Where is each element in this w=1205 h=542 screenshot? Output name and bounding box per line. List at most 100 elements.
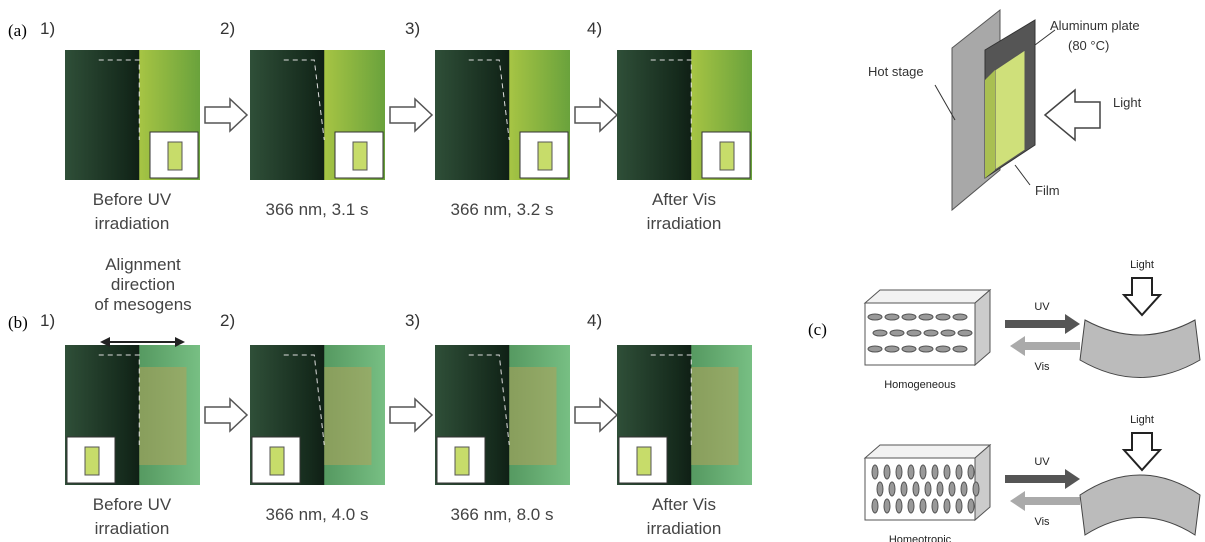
arrow <box>390 399 432 431</box>
light-arrow <box>1124 278 1160 315</box>
step-number: 3) <box>405 19 420 38</box>
caption: After Vis <box>652 190 716 209</box>
uv-arrow <box>1005 314 1080 334</box>
mesogen <box>941 330 955 336</box>
bent-film <box>1080 320 1200 378</box>
step-number: 2) <box>220 311 235 330</box>
step-number: 3) <box>405 311 420 330</box>
mesogen <box>961 482 967 496</box>
inset-film <box>720 142 734 170</box>
inset-film <box>455 447 469 475</box>
setup-label: Aluminum plate <box>1050 18 1140 33</box>
film-square <box>509 367 556 465</box>
caption: irradiation <box>95 519 170 538</box>
step-number: 1) <box>40 311 55 330</box>
caption: Before UV <box>93 190 172 209</box>
mesogen <box>872 499 878 513</box>
mesogen <box>877 482 883 496</box>
mesogen <box>944 465 950 479</box>
setup-label: Light <box>1113 95 1142 110</box>
inset-film <box>637 447 651 475</box>
setup-label: Hot stage <box>868 64 924 79</box>
mesogen <box>958 330 972 336</box>
mesogen <box>953 314 967 320</box>
mesogen <box>913 482 919 496</box>
inset-film <box>353 142 367 170</box>
vis-arrow <box>1010 336 1080 356</box>
mesogen <box>919 346 933 352</box>
figure: (a) 1) Before UV irradiation 2) 366 nm, 3.1 s… <box>0 0 1205 542</box>
caption: 366 nm, 3.2 s <box>450 200 553 219</box>
caption: 366 nm, 8.0 s <box>450 505 553 524</box>
mesogen <box>949 482 955 496</box>
film-square <box>691 367 738 465</box>
vis-arrow <box>1010 491 1080 511</box>
caption: 366 nm, 3.1 s <box>265 200 368 219</box>
mesogen <box>956 465 962 479</box>
panel-label: (b) <box>8 313 28 332</box>
mesogen <box>968 499 974 513</box>
step-number: 1) <box>40 19 55 38</box>
uv-label: UV <box>1034 456 1050 468</box>
block <box>975 290 990 365</box>
panel-label: (a) <box>8 21 27 40</box>
mesogen <box>920 465 926 479</box>
caption: After Vis <box>652 495 716 514</box>
mesogen <box>937 482 943 496</box>
mesogen <box>868 346 882 352</box>
sample-name: Homogeneous <box>884 379 956 391</box>
mesogen <box>936 314 950 320</box>
mesogen <box>884 499 890 513</box>
light-label: Light <box>1130 414 1154 426</box>
uv-arrow <box>1005 469 1080 489</box>
vis-label: Vis <box>1034 361 1050 373</box>
mesogen <box>896 465 902 479</box>
sample-name: Homeotropic <box>889 534 952 542</box>
mesogen <box>932 499 938 513</box>
mesogen <box>908 499 914 513</box>
mesogen <box>885 314 899 320</box>
block <box>865 445 990 458</box>
step-number: 2) <box>220 19 235 38</box>
mesogen <box>956 499 962 513</box>
mesogen <box>936 346 950 352</box>
inset-film <box>270 447 284 475</box>
alignment-note: Alignment <box>105 255 181 274</box>
alignment-note: direction <box>111 275 175 294</box>
setup-label: Film <box>1035 183 1060 198</box>
alignment-note: of mesogens <box>94 295 191 314</box>
mesogen <box>889 482 895 496</box>
mesogen <box>908 465 914 479</box>
film-square <box>139 367 186 465</box>
mesogen <box>868 314 882 320</box>
mesogen <box>901 482 907 496</box>
arrow <box>205 99 247 131</box>
uv-label: UV <box>1034 301 1050 313</box>
mesogen <box>902 346 916 352</box>
light-label: Light <box>1130 259 1154 271</box>
mesogen <box>890 330 904 336</box>
mesogen <box>953 346 967 352</box>
mesogen <box>932 465 938 479</box>
vis-label: Vis <box>1034 516 1050 528</box>
mesogen <box>872 465 878 479</box>
panel-label: (c) <box>808 320 827 339</box>
caption: 366 nm, 4.0 s <box>265 505 368 524</box>
arrow <box>575 99 617 131</box>
mesogen <box>968 465 974 479</box>
caption: irradiation <box>647 519 722 538</box>
mesogen <box>925 482 931 496</box>
film-square <box>324 367 371 465</box>
mesogen <box>896 499 902 513</box>
mesogen <box>907 330 921 336</box>
arrow <box>575 399 617 431</box>
caption: irradiation <box>647 214 722 233</box>
arrow <box>390 99 432 131</box>
mesogen <box>885 346 899 352</box>
inset-film <box>168 142 182 170</box>
mesogen <box>873 330 887 336</box>
mesogen <box>920 499 926 513</box>
step-number: 4) <box>587 19 602 38</box>
mesogen <box>944 499 950 513</box>
caption: irradiation <box>95 214 170 233</box>
